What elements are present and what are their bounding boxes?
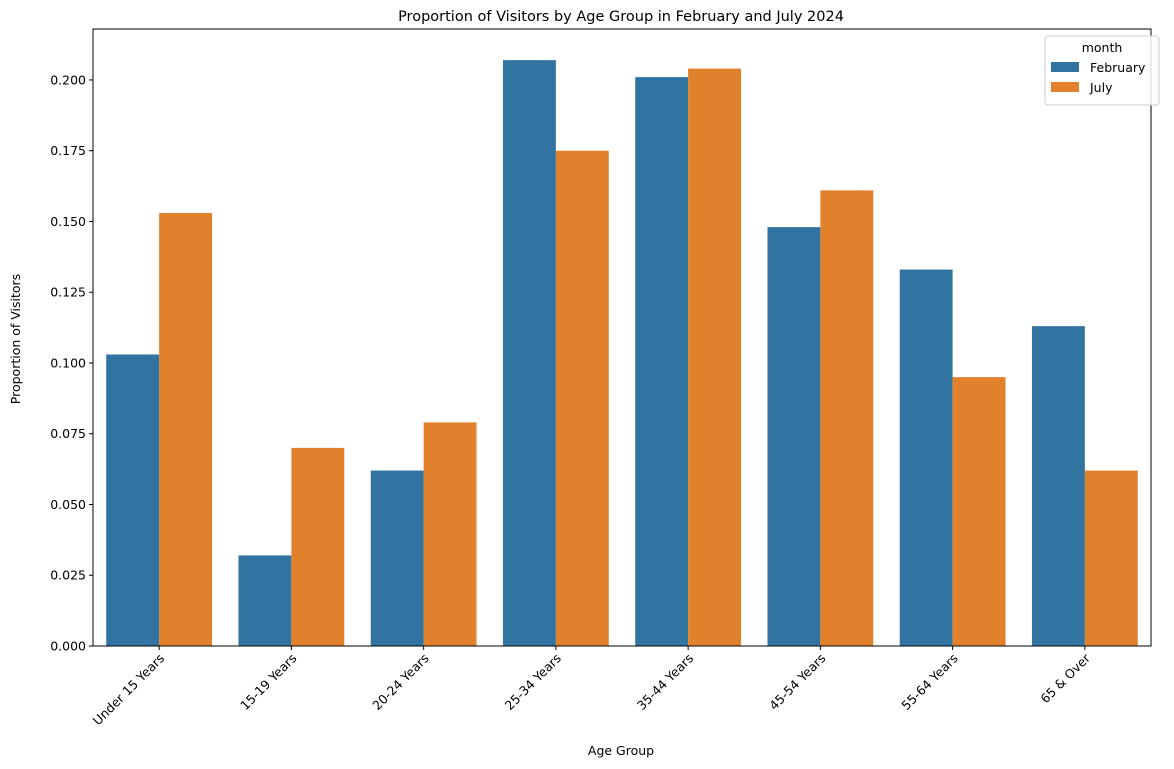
plot-area: 0.000 0.025 0.050 0.075 0.100 0.125 0.150 0.175… xyxy=(50,28,1152,728)
bar-february xyxy=(1031,326,1085,646)
bar-february xyxy=(767,227,821,646)
y-tick-label: 0.100 xyxy=(50,355,86,370)
bar-july xyxy=(1084,470,1138,646)
y-tick-label: 0.125 xyxy=(50,285,86,300)
bar-july xyxy=(423,422,477,646)
legend-swatch-july xyxy=(1051,82,1079,92)
bar-july xyxy=(555,150,609,646)
y-tick-label: 0.075 xyxy=(50,426,86,441)
bar-july xyxy=(820,190,874,646)
bar-february xyxy=(635,77,689,647)
x-axis-label: Age Group xyxy=(588,743,654,758)
bar-february xyxy=(899,269,953,646)
bar-february xyxy=(238,555,292,646)
y-tick-label: 0.150 xyxy=(50,214,86,229)
legend-label-july: July xyxy=(1089,80,1113,95)
bar-february xyxy=(502,60,556,646)
legend-label-february: February xyxy=(1090,60,1146,75)
bar-july xyxy=(952,377,1006,646)
bar-july xyxy=(159,212,213,646)
legend: month February July xyxy=(1044,35,1160,106)
bar-february xyxy=(106,354,160,646)
legend-swatch-february xyxy=(1051,62,1079,72)
plot-frame xyxy=(92,28,1152,647)
y-tick-label: 0.050 xyxy=(50,497,86,512)
bar-july xyxy=(688,68,742,647)
legend-title: month xyxy=(1082,40,1123,55)
y-tick-label: 0.175 xyxy=(50,143,86,158)
chart-title: Proportion of Visitors by Age Group in F… xyxy=(398,9,844,25)
bar-july xyxy=(291,447,345,646)
y-tick-label: 0.025 xyxy=(50,568,86,583)
y-tick-label: 0.200 xyxy=(50,72,86,87)
bar-february xyxy=(370,470,424,646)
y-axis-label: Proportion of Visitors xyxy=(8,274,23,404)
y-tick-label: 0.000 xyxy=(50,639,86,654)
